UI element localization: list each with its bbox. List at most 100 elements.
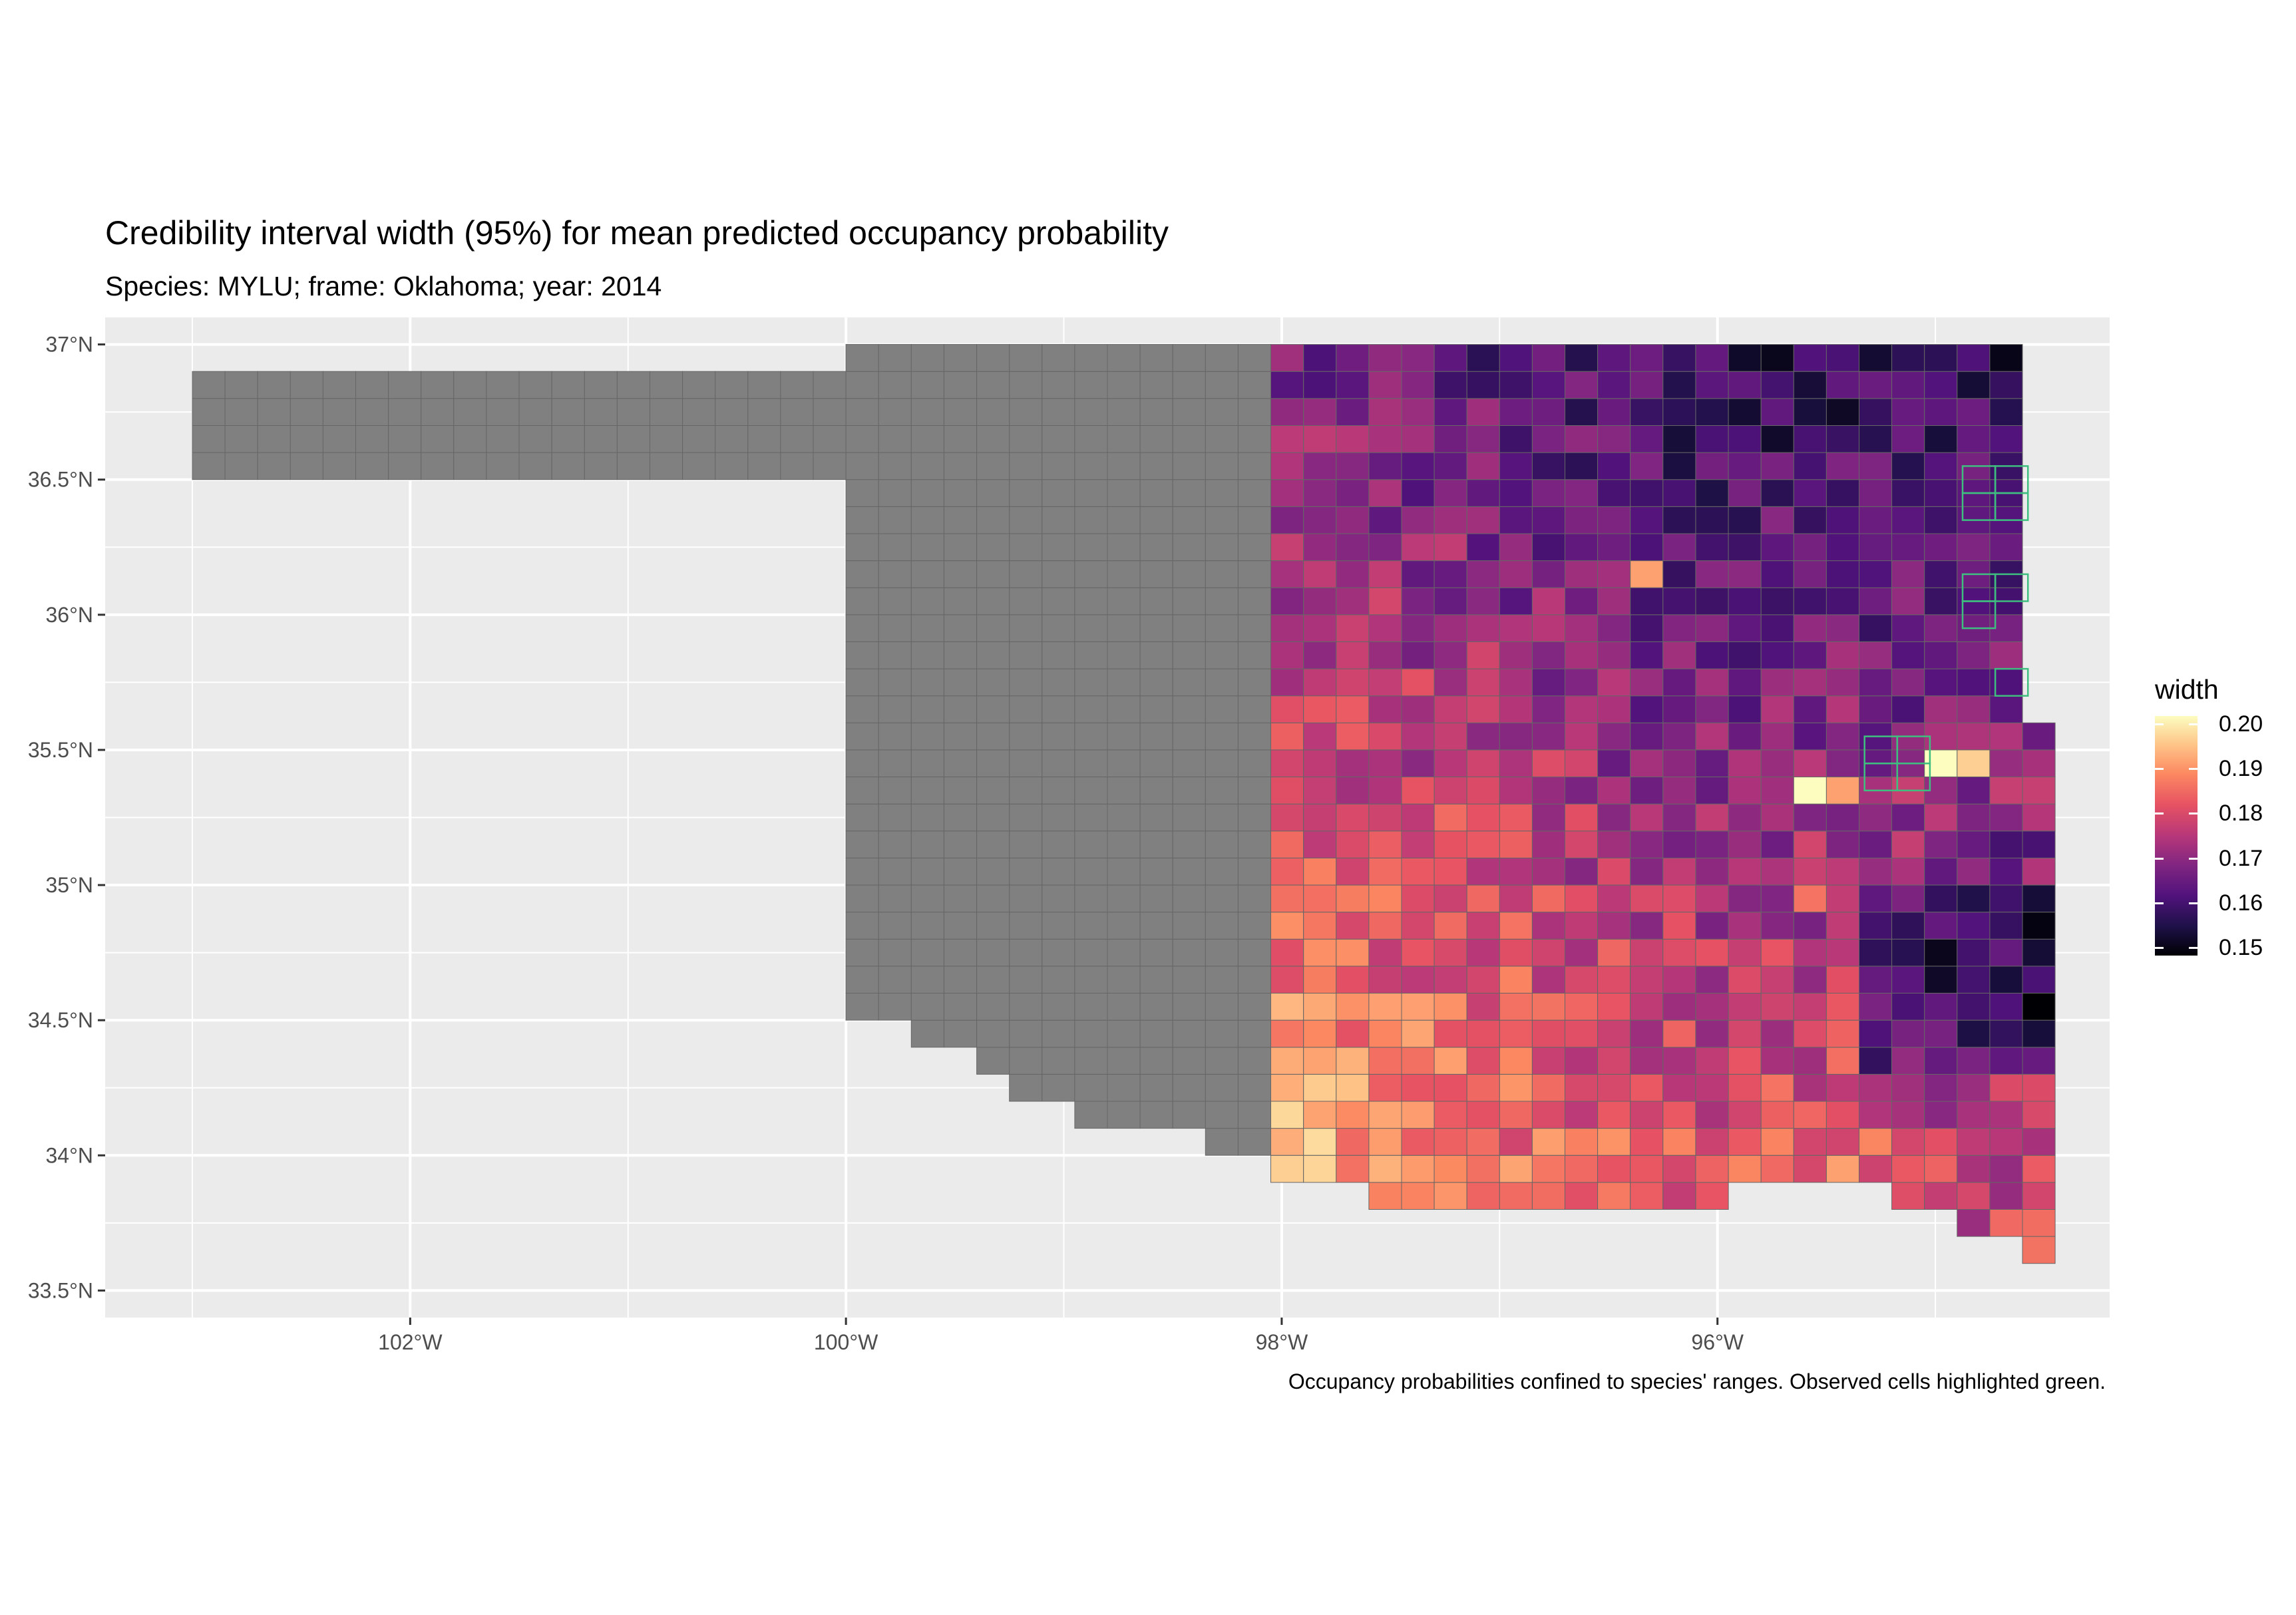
grid-cell bbox=[1042, 830, 1075, 858]
grid-cell bbox=[944, 668, 978, 697]
grid-cell bbox=[2022, 803, 2056, 832]
grid-cell bbox=[1760, 1047, 1794, 1075]
grid-cell bbox=[1630, 857, 1664, 886]
grid-cell bbox=[1891, 398, 1925, 427]
grid-cell bbox=[1336, 479, 1370, 507]
grid-cell bbox=[1728, 777, 1762, 805]
grid-cell bbox=[1793, 1047, 1827, 1075]
grid-cell bbox=[878, 938, 912, 967]
grid-cell bbox=[1270, 425, 1304, 453]
grid-cell bbox=[845, 371, 879, 399]
grid-cell bbox=[1172, 668, 1206, 697]
grid-cell bbox=[1957, 857, 1991, 886]
grid-cell bbox=[1336, 587, 1370, 616]
grid-cell bbox=[1172, 749, 1206, 778]
grid-cell bbox=[976, 587, 1010, 616]
grid-cell bbox=[1760, 966, 1794, 994]
grid-cell bbox=[1662, 803, 1696, 832]
legend-label: 0.20 bbox=[2219, 711, 2263, 737]
grid-cell bbox=[1859, 1128, 1893, 1156]
grid-cell bbox=[421, 452, 455, 480]
grid-cell bbox=[1009, 803, 1043, 832]
grid-cell bbox=[878, 668, 912, 697]
grid-cell bbox=[1531, 695, 1565, 723]
grid-cell bbox=[1662, 777, 1696, 805]
grid-cell bbox=[1793, 884, 1827, 913]
grid-cell bbox=[1989, 1073, 2023, 1102]
grid-cell bbox=[1760, 749, 1794, 778]
grid-cell bbox=[224, 452, 258, 480]
grid-cell bbox=[1531, 587, 1565, 616]
grid-cell bbox=[1825, 830, 1859, 858]
grid-cell bbox=[1924, 1073, 1958, 1102]
grid-cell bbox=[1205, 614, 1239, 642]
grid-cell bbox=[1859, 371, 1893, 399]
grid-cell bbox=[1499, 452, 1533, 480]
grid-cell bbox=[1760, 777, 1794, 805]
grid-cell bbox=[1205, 560, 1239, 588]
grid-cell bbox=[1695, 506, 1729, 534]
grid-cell bbox=[1957, 912, 1991, 940]
grid-cell bbox=[1303, 695, 1337, 723]
grid-cell bbox=[1891, 506, 1925, 534]
grid-cell bbox=[1989, 966, 2023, 994]
legend-label: 0.15 bbox=[2219, 935, 2263, 960]
grid-cell bbox=[682, 398, 716, 427]
grid-cell bbox=[1499, 1047, 1533, 1075]
grid-cell bbox=[1466, 803, 1500, 832]
grid-cell bbox=[1368, 371, 1402, 399]
grid-cell bbox=[1237, 587, 1272, 616]
grid-cell bbox=[1074, 1019, 1108, 1048]
grid-cell bbox=[1825, 371, 1859, 399]
grid-cell bbox=[1237, 614, 1272, 642]
grid-cell bbox=[1891, 830, 1925, 858]
grid-cell bbox=[1401, 1128, 1435, 1156]
grid-cell bbox=[388, 371, 422, 399]
grid-cell bbox=[944, 425, 978, 453]
grid-cell bbox=[1957, 1019, 1991, 1048]
grid-cell bbox=[1760, 857, 1794, 886]
grid-cell bbox=[1303, 1128, 1337, 1156]
grid-cell bbox=[1924, 506, 1958, 534]
grid-cell bbox=[1303, 371, 1337, 399]
grid-cell bbox=[1957, 1182, 1991, 1210]
grid-cell bbox=[1565, 749, 1599, 778]
grid-cell bbox=[1597, 1155, 1631, 1183]
grid-cell bbox=[1336, 614, 1370, 642]
grid-cell bbox=[1042, 587, 1075, 616]
grid-cell bbox=[1401, 533, 1435, 562]
grid-cell bbox=[1172, 641, 1206, 669]
grid-cell bbox=[1107, 777, 1141, 805]
grid-cell bbox=[910, 533, 944, 562]
grid-cell bbox=[1303, 614, 1337, 642]
x-tick-label: 102°W bbox=[378, 1330, 443, 1354]
grid-cell bbox=[224, 398, 258, 427]
grid-cell bbox=[1891, 857, 1925, 886]
grid-cell bbox=[1042, 993, 1075, 1021]
grid-cell bbox=[1303, 884, 1337, 913]
grid-cell bbox=[944, 803, 978, 832]
grid-cell bbox=[1760, 884, 1794, 913]
grid-cell bbox=[192, 371, 226, 399]
grid-cell bbox=[1368, 722, 1402, 751]
grid-cell bbox=[1728, 830, 1762, 858]
grid-cell bbox=[1466, 1101, 1500, 1129]
grid-cell bbox=[910, 695, 944, 723]
grid-cell bbox=[1042, 857, 1075, 886]
grid-cell bbox=[1139, 344, 1173, 372]
grid-cell bbox=[1630, 371, 1664, 399]
grid-cell bbox=[1597, 452, 1631, 480]
grid-cell bbox=[1565, 857, 1599, 886]
grid-cell bbox=[1401, 344, 1435, 372]
grid-cell bbox=[1172, 993, 1206, 1021]
grid-cell bbox=[976, 777, 1010, 805]
grid-cell bbox=[1368, 857, 1402, 886]
grid-cell bbox=[1139, 587, 1173, 616]
grid-cell bbox=[1793, 722, 1827, 751]
grid-cell bbox=[1139, 803, 1173, 832]
grid-cell bbox=[813, 425, 847, 453]
grid-cell bbox=[1989, 803, 2023, 832]
grid-cell bbox=[976, 668, 1010, 697]
grid-cell bbox=[910, 857, 944, 886]
grid-cell bbox=[878, 425, 912, 453]
